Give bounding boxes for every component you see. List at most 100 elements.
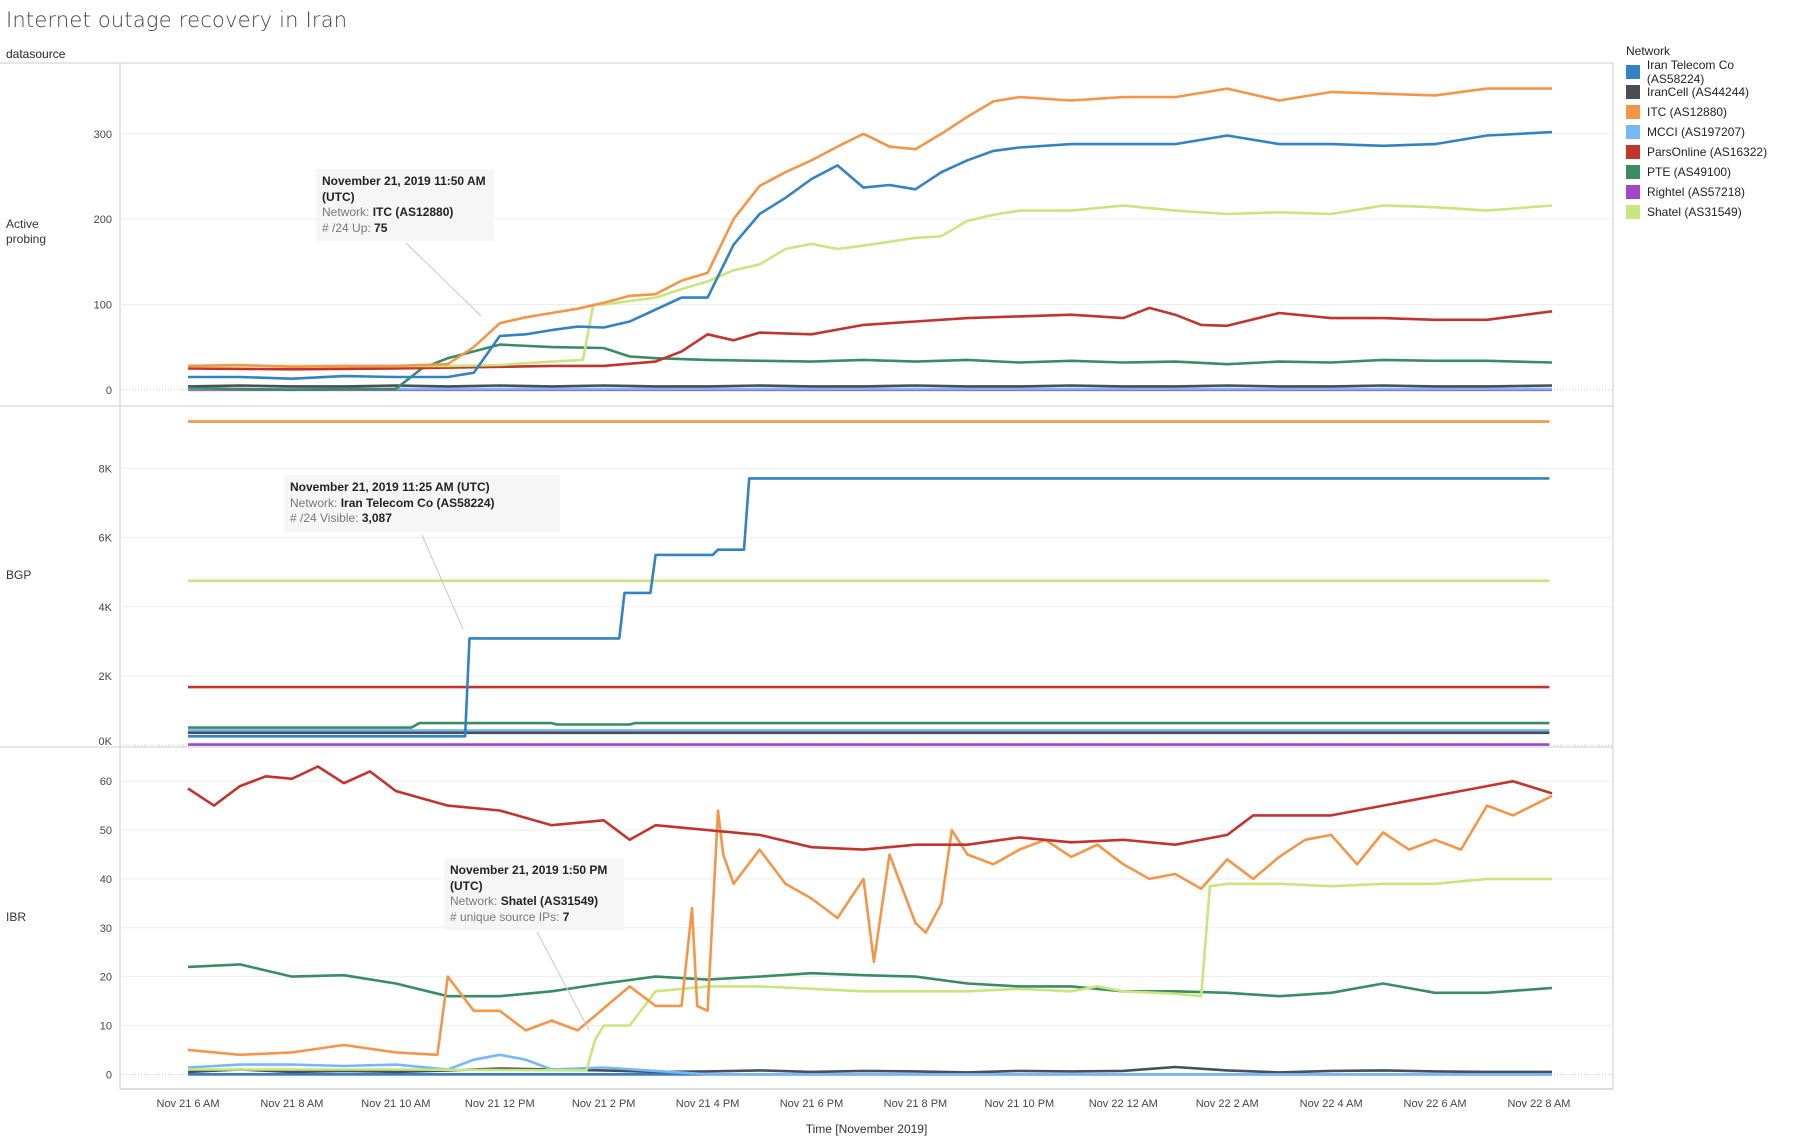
tooltip-key: Network: [322, 205, 370, 219]
datasource-header: datasource [6, 47, 66, 61]
legend-label: ParsOnline (AS16322) [1647, 145, 1768, 159]
tooltip-value: 75 [374, 220, 388, 235]
legend-label: MCCI (AS197207) [1647, 125, 1746, 139]
legend-swatch [1626, 125, 1640, 139]
y-tick-label: 8K [99, 463, 113, 475]
tooltip-date-tz: (UTC) [322, 189, 355, 204]
series-line-parsonline [187, 765, 1553, 851]
legend-label: PTE (AS49100) [1647, 165, 1732, 179]
legend-label: Shatel (AS31549) [1647, 205, 1742, 219]
series-line-pte [187, 963, 1553, 998]
tooltip-key: # /24 Visible: [290, 511, 359, 525]
tooltip-ibr: November 21, 2019 1:50 PM (UTC) Network:… [444, 858, 624, 930]
legend-label: Iran Telecom Co (AS58224) [1646, 58, 1735, 86]
legend-item[interactable]: ITC (AS12880) [1626, 102, 1794, 122]
tooltip-leader-line [421, 534, 464, 630]
y-tick-label: 0 [106, 1069, 112, 1081]
x-axis-title: Time [November 2019] [805, 1122, 928, 1136]
legend-item[interactable]: MCCI (AS197207) [1626, 122, 1794, 142]
y-tick-label: 6K [99, 533, 113, 545]
legend-item[interactable]: Rightel (AS57218) [1626, 182, 1794, 202]
x-tick-label: Nov 21 10 PM [985, 1098, 1055, 1110]
x-tick-label: Nov 21 6 PM [780, 1098, 844, 1110]
tooltip-date-tz: (UTC) [450, 878, 483, 893]
y-tick-label: 100 [94, 299, 112, 311]
legend-item[interactable]: Shatel (AS31549) [1626, 202, 1794, 222]
series-line-irancell [187, 384, 1553, 388]
series-line-iran [188, 130, 1553, 380]
legend-swatch [1626, 85, 1640, 99]
x-tick-label: Nov 21 12 PM [465, 1098, 535, 1110]
x-tick-label: Nov 21 10 AM [361, 1098, 430, 1110]
x-tick-label: Nov 21 2 PM [572, 1098, 636, 1110]
legend-label: IranCell (AS44244) [1647, 85, 1750, 99]
legend-item[interactable]: Iran Telecom Co (AS58224) [1626, 58, 1794, 86]
series-line-itc [187, 794, 1553, 1057]
legend-swatch [1626, 205, 1640, 219]
row-label-active-probing: Active probing [6, 217, 47, 246]
series-line-pte [187, 343, 1553, 392]
tooltip-date: November 21, 2019 11:50 AM [322, 174, 486, 188]
legend-swatch [1626, 145, 1640, 159]
y-tick-label: 30 [100, 923, 112, 935]
tooltip-key: # /24 Up: [322, 220, 371, 235]
tooltip-bgp: November 21, 2019 11:25 AM (UTC) Network… [284, 475, 560, 532]
legend-swatch [1626, 105, 1640, 119]
tooltip-active-probing: November 21, 2019 11:50 AM (UTC) Network… [316, 169, 494, 241]
series-line-shatel [188, 877, 1552, 1072]
y-tick-label: 20 [100, 972, 112, 984]
tooltip-network: ITC (AS12880) [372, 205, 454, 219]
tooltip-leader-line [536, 931, 590, 1031]
y-tick-label: 60 [100, 776, 112, 788]
x-tick-label: Nov 22 2 AM [1196, 1098, 1259, 1110]
tooltip-value: 7 [562, 909, 570, 924]
x-tick-label: Nov 22 4 AM [1300, 1098, 1363, 1110]
x-tick-label: Nov 22 12 AM [1089, 1098, 1158, 1110]
legend: Network Iran Telecom Co (AS58224) IranCel… [1626, 44, 1794, 222]
x-tick-label: Nov 21 4 PM [676, 1098, 740, 1110]
legend-swatch [1626, 165, 1640, 179]
legend-title: Network [1626, 44, 1671, 58]
legend-label: Rightel (AS57218) [1647, 185, 1746, 199]
tooltip-key: # unique source IPs: [450, 909, 560, 924]
y-tick-label: 10 [100, 1020, 112, 1032]
x-tick-label: Nov 22 8 AM [1507, 1098, 1570, 1110]
x-tick-label: Nov 21 6 AM [157, 1098, 220, 1110]
series-line-mcci [187, 1053, 1552, 1076]
x-tick-label: Nov 22 6 AM [1404, 1098, 1467, 1110]
tooltip-key: Network: [450, 894, 498, 908]
chart-title: Internet outage recovery in Iran [6, 8, 348, 32]
tooltip-date: November 21, 2019 11:25 AM (UTC) [290, 480, 490, 494]
tooltip-key: Network: [290, 495, 338, 510]
legend-item[interactable]: IranCell (AS44244) [1626, 82, 1794, 102]
series-line-irancell [187, 1065, 1552, 1074]
series-line-pte [188, 721, 1550, 729]
legend-item[interactable]: PTE (AS49100) [1626, 162, 1794, 182]
legend-swatch [1626, 65, 1640, 79]
y-tick-label: 4K [99, 602, 113, 614]
y-tick-label: 0K [99, 736, 113, 748]
legend-swatch [1626, 185, 1640, 199]
y-tick-label: 2K [99, 671, 113, 683]
y-tick-label: 200 [94, 214, 112, 226]
series-line-shatel [188, 204, 1553, 368]
series-line-iran [188, 477, 1550, 738]
tooltip-leader-line [405, 242, 482, 317]
x-tick-label: Nov 21 8 PM [884, 1098, 948, 1110]
tooltip-network: Shatel (AS31549) [500, 894, 599, 908]
tooltip-date: November 21, 2019 1:50 PM [450, 863, 608, 877]
row-label-bgp: BGP [6, 568, 32, 582]
y-tick-label: 300 [94, 129, 112, 141]
y-tick-label: 0 [106, 385, 112, 397]
row-label-ibr: IBR [6, 910, 27, 924]
series-line-parsonline [187, 306, 1553, 371]
legend-item[interactable]: ParsOnline (AS16322) [1626, 142, 1794, 162]
legend-label: ITC (AS12880) [1647, 105, 1728, 119]
y-tick-label: 50 [100, 825, 112, 837]
tooltip-network: Iran Telecom Co (AS58224) [340, 495, 495, 510]
tooltip-value: 3,087 [361, 511, 392, 525]
x-tick-label: Nov 21 8 AM [260, 1098, 323, 1110]
y-tick-label: 40 [100, 874, 112, 886]
series-line-itc [187, 87, 1552, 369]
